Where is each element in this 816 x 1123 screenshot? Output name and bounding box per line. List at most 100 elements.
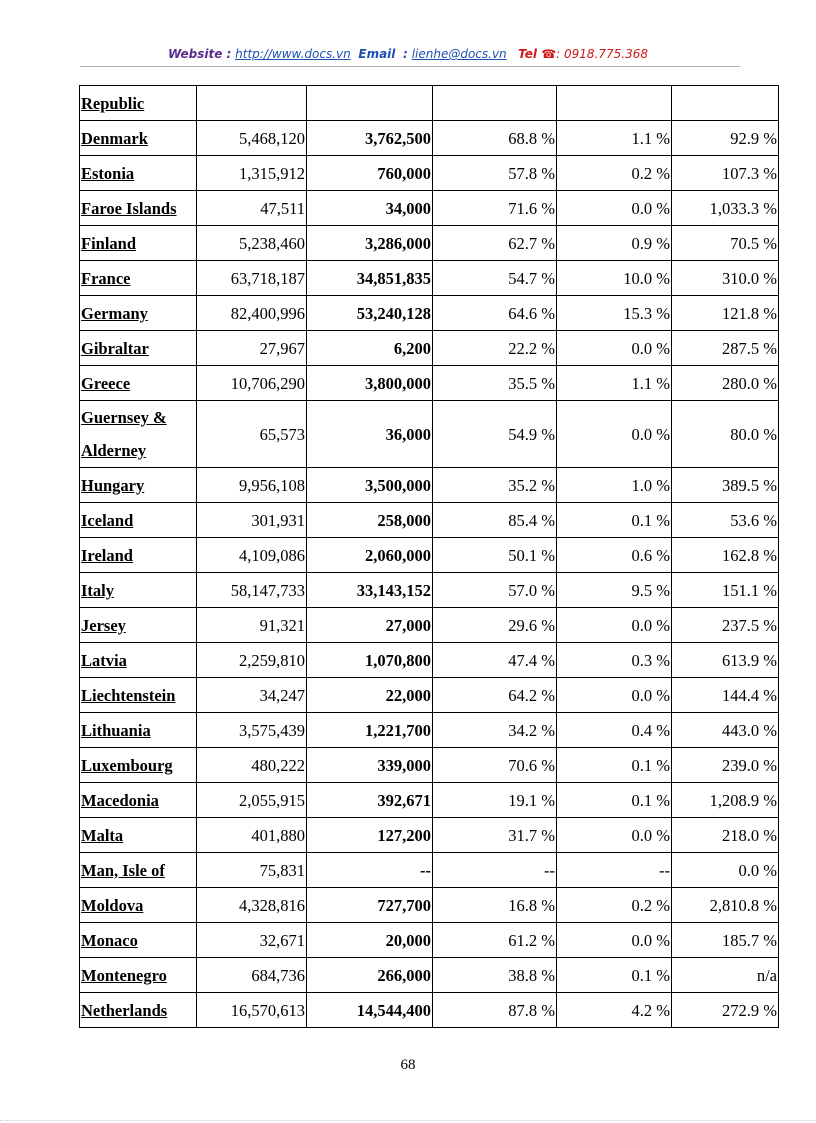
value-cell: 58,147,733 [196, 572, 307, 608]
value-cell: 27,000 [306, 607, 433, 643]
table-row: Republic [79, 85, 779, 121]
value-cell: 54.7 % [432, 260, 557, 296]
value-cell: 310.0 % [671, 260, 779, 296]
country-cell: Latvia [79, 642, 197, 678]
value-cell: 2,259,810 [196, 642, 307, 678]
value-cell: 47.4 % [432, 642, 557, 678]
country-cell: Estonia [79, 155, 197, 191]
value-cell [196, 85, 307, 121]
country-cell: Denmark [79, 120, 197, 156]
country-cell: France [79, 260, 197, 296]
value-cell: 3,575,439 [196, 712, 307, 748]
country-cell: Hungary [79, 467, 197, 503]
value-cell: 3,286,000 [306, 225, 433, 261]
table-row: Greece 10,706,290 3,800,000 35.5 % 1.1 % 280.… [79, 365, 779, 401]
country-cell: Republic [79, 85, 197, 121]
website-link[interactable]: http://www.docs.vn [235, 47, 351, 61]
value-cell: 684,736 [196, 957, 307, 993]
value-cell: 266,000 [306, 957, 433, 993]
value-cell: 22,000 [306, 677, 433, 713]
table-row: Macedonia 2,055,915 392,671 19.1 % 0.1 % 1,20… [79, 782, 779, 818]
value-cell: -- [306, 852, 433, 888]
value-cell [671, 85, 779, 121]
value-cell: 4.2 % [556, 992, 672, 1028]
value-cell: 85.4 % [432, 502, 557, 538]
table-row: Jersey 91,321 27,000 29.6 % 0.0 % 237.5 % [79, 607, 779, 643]
table-row: Guernsey & Alderney 65,573 36,000 54.9 % 0.0… [79, 400, 779, 468]
table-row: Gibraltar 27,967 6,200 22.2 % 0.0 % 287.5 % [79, 330, 779, 366]
value-cell: 15.3 % [556, 295, 672, 331]
country-cell: Guernsey & Alderney [79, 400, 197, 468]
table-row: Latvia 2,259,810 1,070,800 47.4 % 0.3 % 613.9… [79, 642, 779, 678]
country-cell: Faroe Islands [79, 190, 197, 226]
table-row: Germany 82,400,996 53,240,128 64.6 % 15.3 % 1… [79, 295, 779, 331]
value-cell: 480,222 [196, 747, 307, 783]
value-cell: 760,000 [306, 155, 433, 191]
country-cell: Netherlands [79, 992, 197, 1028]
table-row: Liechtenstein 34,247 22,000 64.2 % 0.0 % 144.… [79, 677, 779, 713]
value-cell: 63,718,187 [196, 260, 307, 296]
value-cell: 401,880 [196, 817, 307, 853]
value-cell: 107.3 % [671, 155, 779, 191]
country-cell: Man, Isle of [79, 852, 197, 888]
value-cell: 151.1 % [671, 572, 779, 608]
value-cell: 35.5 % [432, 365, 557, 401]
value-cell: 75,831 [196, 852, 307, 888]
table-row: Finland 5,238,460 3,286,000 62.7 % 0.9 % 70.5… [79, 225, 779, 261]
value-cell: 47,511 [196, 190, 307, 226]
value-cell: 80.0 % [671, 400, 779, 468]
value-cell: 1.1 % [556, 120, 672, 156]
country-cell: Finland [79, 225, 197, 261]
value-cell: 53.6 % [671, 502, 779, 538]
value-cell: 0.0 % [556, 190, 672, 226]
value-cell: 27,967 [196, 330, 307, 366]
value-cell: 10.0 % [556, 260, 672, 296]
value-cell: 0.6 % [556, 537, 672, 573]
value-cell: 29.6 % [432, 607, 557, 643]
country-cell: Macedonia [79, 782, 197, 818]
value-cell: 1,315,912 [196, 155, 307, 191]
value-cell: 5,238,460 [196, 225, 307, 261]
value-cell: 35.2 % [432, 467, 557, 503]
value-cell: 0.0 % [671, 852, 779, 888]
value-cell: 53,240,128 [306, 295, 433, 331]
value-cell: 0.2 % [556, 155, 672, 191]
table-row: Italy 58,147,733 33,143,152 57.0 % 9.5 % 151.… [79, 572, 779, 608]
value-cell: 727,700 [306, 887, 433, 923]
table-row: Denmark 5,468,120 3,762,500 68.8 % 1.1 % 92.9… [79, 120, 779, 156]
value-cell: 0.1 % [556, 957, 672, 993]
value-cell: 68.8 % [432, 120, 557, 156]
email-link[interactable]: lienhe@docs.vn [411, 47, 507, 61]
table-row: Lithuania 3,575,439 1,221,700 34.2 % 0.4 % 44… [79, 712, 779, 748]
value-cell: 20,000 [306, 922, 433, 958]
value-cell: 613.9 % [671, 642, 779, 678]
value-cell: 2,810.8 % [671, 887, 779, 923]
country-cell: Jersey [79, 607, 197, 643]
value-cell: 16,570,613 [196, 992, 307, 1028]
country-cell: Moldova [79, 887, 197, 923]
country-cell: Monaco [79, 922, 197, 958]
data-table: Republic Denmark 5,468,120 3,762,500 68.8 % 1… [79, 85, 779, 1028]
value-cell: 1.0 % [556, 467, 672, 503]
value-cell: 61.2 % [432, 922, 557, 958]
table-row: Malta 401,880 127,200 31.7 % 0.0 % 218.0 % [79, 817, 779, 853]
value-cell [432, 85, 557, 121]
value-cell: 4,328,816 [196, 887, 307, 923]
value-cell: 64.6 % [432, 295, 557, 331]
value-cell: 92.9 % [671, 120, 779, 156]
value-cell: 2,055,915 [196, 782, 307, 818]
value-cell: 50.1 % [432, 537, 557, 573]
value-cell: 237.5 % [671, 607, 779, 643]
value-cell: 62.7 % [432, 225, 557, 261]
value-cell: 33,143,152 [306, 572, 433, 608]
country-cell: Montenegro [79, 957, 197, 993]
value-cell: 34.2 % [432, 712, 557, 748]
value-cell: 4,109,086 [196, 537, 307, 573]
value-cell: 3,500,000 [306, 467, 433, 503]
value-cell: 70.5 % [671, 225, 779, 261]
table-row: Iceland 301,931 258,000 85.4 % 0.1 % 53.6 % [79, 502, 779, 538]
country-cell: Malta [79, 817, 197, 853]
value-cell: 218.0 % [671, 817, 779, 853]
value-cell: 272.9 % [671, 992, 779, 1028]
